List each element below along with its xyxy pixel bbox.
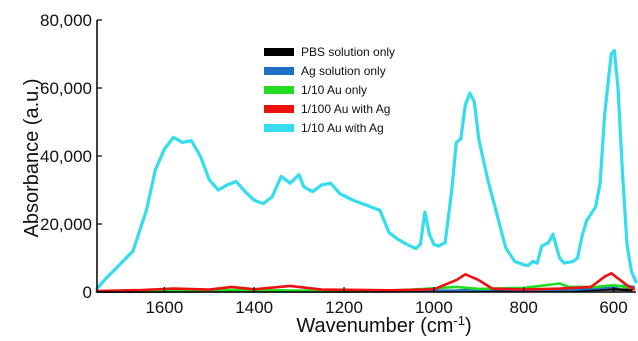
x-axis-label-main: Wavenumber (cm bbox=[296, 315, 453, 337]
axes bbox=[96, 20, 636, 293]
legend-swatch bbox=[264, 105, 294, 113]
y-tick-label: 0 bbox=[83, 283, 92, 302]
x-tick-label: 1000 bbox=[415, 298, 453, 317]
legend-swatch bbox=[264, 124, 294, 132]
x-tick-label: 1400 bbox=[235, 298, 273, 317]
x-axis-label: Wavenumber (cm-1) bbox=[296, 313, 471, 338]
y-axis-label: Absorbance (a.u.) bbox=[21, 79, 43, 238]
legend-label: PBS solution only bbox=[301, 45, 395, 59]
series-line-3 bbox=[95, 282, 633, 293]
y-tick-label: 60,000 bbox=[40, 79, 92, 98]
legend-swatch bbox=[264, 67, 294, 75]
series-line-4 bbox=[95, 272, 636, 293]
ticks: 0 20,000 40,000 60,000 80,000 1600 1400 1200 100… bbox=[40, 11, 628, 317]
y-tick-label: 80,000 bbox=[40, 11, 92, 30]
y-tick-label: 40,000 bbox=[40, 147, 92, 166]
series-line-5 bbox=[95, 49, 638, 291]
x-axis-label-sup: -1 bbox=[453, 313, 465, 328]
legend-swatch bbox=[264, 48, 294, 56]
x-axis-label-end: ) bbox=[465, 315, 472, 337]
x-tick-label: 800 bbox=[510, 298, 538, 317]
legend-swatch bbox=[264, 86, 294, 94]
x-tick-label: 600 bbox=[599, 298, 627, 317]
y-tick-label: 20,000 bbox=[40, 215, 92, 234]
legend-label: 1/10 Au only bbox=[301, 83, 367, 97]
x-tick-label: 1200 bbox=[325, 298, 363, 317]
x-tick-label: 1600 bbox=[145, 298, 183, 317]
legend-label: 1/10 Au with Ag bbox=[301, 121, 384, 135]
legend-label: 1/100 Au with Ag bbox=[301, 102, 390, 116]
legend: PBS solution only Ag solution only 1/10 Au… bbox=[264, 45, 395, 135]
legend-label: Ag solution only bbox=[301, 64, 386, 78]
plot-series bbox=[95, 49, 638, 293]
